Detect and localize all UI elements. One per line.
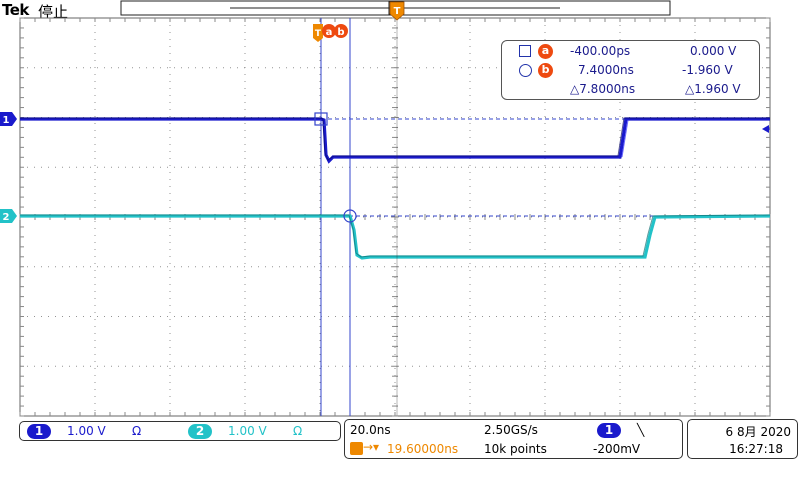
ch1-badge[interactable]: 1 (27, 424, 51, 439)
cursor-a-square-marker[interactable] (314, 112, 328, 126)
cursor-b-readout-row: b 7.4000ns -1.960 V (502, 62, 759, 80)
trigger-slope-icon[interactable]: ╲ (637, 423, 645, 437)
trigger-source-badge[interactable]: 1 (597, 423, 621, 438)
cursor-a-badge[interactable] (322, 24, 336, 38)
record-length-value: 10k points (484, 442, 547, 456)
square-cursor-icon (519, 45, 531, 57)
ch1-waveform (20, 117, 770, 164)
cursor-a-voltage: 0.000 V (690, 44, 737, 58)
trigger-level-value[interactable]: -200mV (593, 442, 641, 456)
ch1-ground-marker[interactable] (0, 112, 17, 126)
cursor-b-badge[interactable] (334, 24, 348, 38)
cursor-b-readout-badge: b (538, 63, 553, 78)
ch1-ground-label: 1 (3, 115, 10, 126)
cursor-delta-voltage: △1.960 V (685, 82, 741, 96)
cursor-a-badge-label: a (326, 27, 333, 38)
cursor-delta-time: △7.8000ns (570, 82, 636, 96)
cursor-a-readout-badge: a (538, 44, 553, 59)
cursor-b-voltage: -1.960 V (682, 63, 733, 77)
cursor-b-badge-label: b (337, 27, 344, 38)
date-value: 6 8月 2020 (725, 425, 791, 439)
ch2-scale[interactable]: 1.00 V (228, 424, 267, 438)
ch1-coupling-icon: Ω (132, 424, 142, 438)
cursor-delta-readout-row: △7.8000ns △1.960 V (502, 81, 759, 99)
cursor-a-readout-row: a -400.00ps 0.000 V (502, 43, 759, 61)
trigger-delay-value[interactable]: 19.60000ns (387, 442, 459, 456)
trigger-delay-arrow-icon: →▾ (363, 440, 380, 454)
trigger-level-arrow-icon[interactable] (762, 125, 769, 133)
cursor-trigger-badge[interactable] (313, 24, 323, 42)
trigger-delay-icon (350, 442, 363, 455)
cursor-a-time: -400.00ps (570, 44, 631, 58)
cursor-readout-panel[interactable]: a -400.00ps 0.000 V b 7.4000ns -1.960 V … (501, 40, 760, 100)
trigger-position-label: T (394, 6, 401, 17)
trigger-position-icon[interactable] (389, 1, 405, 21)
circle-cursor-icon (519, 64, 532, 77)
ch2-badge[interactable]: 2 (188, 424, 212, 439)
ch2-coupling-icon: Ω (293, 424, 303, 438)
tek-logo: Tek (2, 1, 29, 19)
datetime-panel: 6 8月 2020 16:27:18 (687, 419, 798, 459)
cursor-trigger-badge-label: T (315, 29, 322, 39)
channel-scale-panel[interactable]: 1 1.00 V Ω 2 1.00 V Ω (19, 421, 341, 441)
ch2-ground-marker[interactable] (0, 209, 17, 223)
timebase-value[interactable]: 20.0ns (350, 423, 391, 437)
time-value: 16:27:18 (729, 442, 783, 456)
cursor-b-time: 7.4000ns (578, 63, 634, 77)
cursor-b-circle-marker[interactable] (343, 209, 357, 223)
acquisition-status: 停止 (38, 3, 69, 21)
ch2-ground-label: 2 (3, 212, 10, 223)
sample-rate-value: 2.50GS/s (484, 423, 538, 437)
ch1-scale[interactable]: 1.00 V (67, 424, 106, 438)
horizontal-trigger-panel[interactable]: 20.0ns 2.50GS/s 1 ╲ →▾ 19.60000ns 10k po… (344, 419, 683, 459)
